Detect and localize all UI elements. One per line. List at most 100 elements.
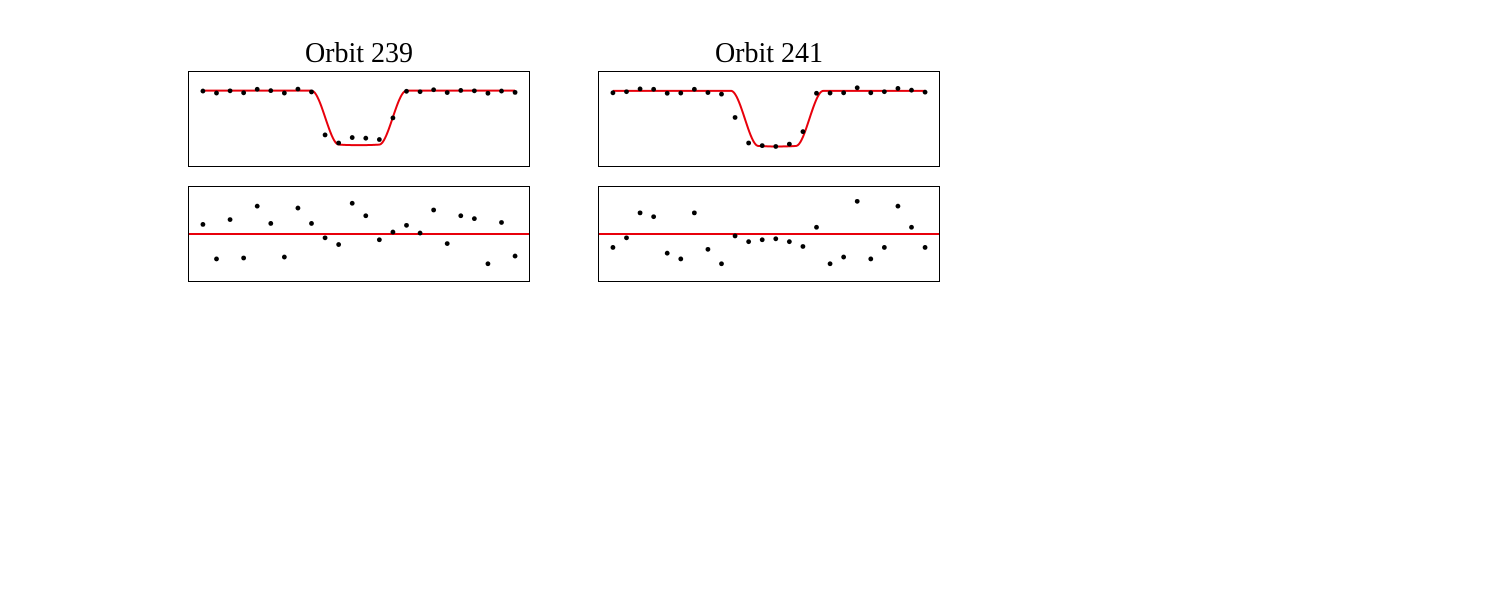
orbit-241-residuals-plot <box>598 186 940 282</box>
orbit-239-residuals-data-point <box>417 230 423 236</box>
orbit-241-light-curve-data-point <box>719 91 724 97</box>
orbit-239-light-curve-data-point <box>200 88 206 94</box>
orbit-241-light-curve-data-point <box>841 90 847 96</box>
orbit-241-light-curve-data-point <box>922 89 928 95</box>
orbit-239-residuals-data-point <box>458 213 464 219</box>
orbit-239-light-curve-data-point <box>431 87 437 93</box>
orbit-239-light-curve-data-point <box>390 115 396 121</box>
orbit-239-light-curve-data-point <box>499 88 504 94</box>
orbit-239-residuals-data-point <box>471 216 477 222</box>
orbit-241-light-curve-data-point <box>678 90 684 96</box>
orbit-241-light-curve-frame <box>598 71 940 167</box>
orbit-239-residuals-data-point <box>390 229 396 235</box>
orbit-241-light-curve-data-point <box>854 85 860 91</box>
orbit-241-light-curve-data-point <box>664 90 670 96</box>
orbit-241-residuals-data-point <box>719 261 724 267</box>
orbit-241-light-curve-data-point <box>773 144 779 149</box>
orbit-241-residuals-data-point <box>610 245 616 250</box>
orbit-241-residuals-data-point <box>868 256 874 262</box>
orbit-239-light-curve-data-point <box>404 88 409 94</box>
orbit-239-light-curve-data-point <box>376 137 382 142</box>
orbit-239-residuals-data-point <box>227 217 233 222</box>
orbit-241-residuals-data-point <box>732 233 738 239</box>
orbit-241-light-curve-plot <box>598 71 940 167</box>
orbit-239-light-curve-data-point <box>458 88 464 93</box>
orbit-241-light-curve-data-point <box>732 115 738 120</box>
orbit-241-light-curve-data-point <box>909 87 914 93</box>
orbit-241-residuals-data-point <box>705 246 711 252</box>
orbit-239-light-curve-data-point <box>322 132 328 138</box>
orbit-239-light-curve-data-point <box>281 90 287 96</box>
orbit-239-residuals-data-point <box>268 221 274 226</box>
orbit-239-residuals-data-point <box>281 254 287 260</box>
orbit-241-residuals-data-point <box>922 245 928 250</box>
orbit-239-light-curve-data-point <box>417 89 423 95</box>
orbit-239-light-curve-data-point <box>349 135 355 140</box>
orbit-239-light-curve-data-point <box>444 90 450 95</box>
orbit-241-light-curve-data-point <box>651 86 657 92</box>
orbit-239-light-curve-data-point <box>227 88 233 94</box>
orbit-239-residuals-data-point <box>431 207 437 213</box>
orbit-241-light-curve-data-point <box>786 141 792 147</box>
orbit-239-residuals-data-point <box>241 255 247 261</box>
orbit-241-residuals-data-point <box>895 203 901 209</box>
orbit-241-residuals-data-point <box>814 224 819 230</box>
orbit-239-residuals-data-point <box>295 205 301 211</box>
orbit-239-light-curve-data-point <box>512 89 518 95</box>
orbit-241-residuals-data-point <box>841 254 847 260</box>
orbit-239-residuals-frame <box>188 186 530 282</box>
orbit-239-light-curve-transit-model-curve <box>202 89 516 147</box>
orbit-241-residuals-data-point <box>773 236 779 242</box>
orbit-239-residuals-data-point <box>336 242 342 247</box>
orbit-241-light-curve-data-point <box>705 90 711 95</box>
orbit-241-residuals-data-point <box>827 261 833 267</box>
orbit-241-light-curve-data-point <box>759 143 765 149</box>
orbit-241-light-curve-data-point <box>637 86 643 92</box>
orbit-241-light-curve-data-point <box>827 90 833 96</box>
orbit-241-residuals-data-point <box>909 224 914 230</box>
orbit-239-title: Orbit 239 <box>304 38 414 69</box>
orbit-241-residuals-data-point <box>881 245 887 250</box>
orbit-241-residuals-data-point <box>854 198 860 204</box>
orbit-241-light-curve-data-point <box>624 89 629 95</box>
orbit-239-residuals-data-point <box>200 222 206 227</box>
orbit-241-residuals-data-point <box>624 235 629 241</box>
orbit-241-residuals-data-point <box>800 244 806 249</box>
orbit-239-light-curve-data-point <box>254 86 260 92</box>
orbit-241-residuals-data-point <box>678 256 684 262</box>
orbit-239-light-curve-data-point <box>471 88 477 94</box>
orbit-241-light-curve-data-point <box>691 86 697 92</box>
orbit-241-residuals-frame <box>598 186 940 282</box>
orbit-241-residuals-data-point <box>691 210 697 216</box>
orbit-241-residuals-data-point <box>759 237 765 243</box>
orbit-239-light-curve-data-point <box>214 90 219 96</box>
orbit-239-residuals-plot <box>188 186 530 282</box>
orbit-239-residuals-data-point <box>499 220 504 225</box>
orbit-241-residuals-data-point <box>664 250 670 256</box>
orbit-239-residuals-data-point <box>512 253 518 259</box>
orbit-241-residuals-data-point <box>786 239 792 245</box>
orbit-241-residuals-data-point <box>746 239 752 245</box>
orbit-239-residuals-data-point <box>363 213 369 219</box>
orbit-239-light-curve-data-point <box>295 86 301 92</box>
orbit-241-light-curve-data-point <box>895 86 901 91</box>
orbit-239-residuals-data-point <box>322 235 328 241</box>
orbit-239-light-curve-data-point <box>336 140 342 146</box>
orbit-239-residuals-data-point <box>349 200 355 206</box>
orbit-239-light-curve-data-point <box>363 135 369 141</box>
orbit-239-residuals-data-point <box>485 261 491 267</box>
orbit-239-light-curve-data-point <box>485 90 491 96</box>
orbit-239-light-curve-data-point <box>241 90 247 96</box>
orbit-239-residuals-data-point <box>404 222 409 228</box>
orbit-239-light-curve-plot <box>188 71 530 167</box>
orbit-241-light-curve-data-point <box>881 89 887 95</box>
orbit-239-residuals-data-point <box>254 203 260 209</box>
orbit-239-residuals-data-point <box>214 256 219 262</box>
orbit-239-residuals-data-point <box>309 221 314 226</box>
orbit-239-light-curve-frame <box>188 71 530 167</box>
orbit-241-title: Orbit 241 <box>714 38 824 69</box>
orbit-241-light-curve-data-point <box>610 90 616 96</box>
orbit-239-residuals-data-point <box>376 237 382 243</box>
orbit-239-residuals-data-point <box>444 241 450 246</box>
orbit-241-light-curve-transit-model-curve <box>612 89 926 148</box>
